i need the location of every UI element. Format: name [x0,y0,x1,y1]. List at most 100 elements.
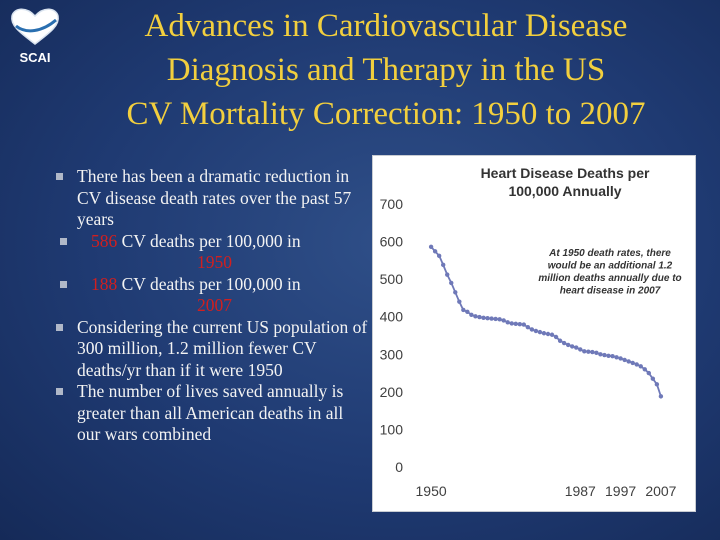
bullet-text: Considering the current US population of… [77,316,368,380]
data-point [481,315,486,321]
bullet-marker-icon [56,323,63,331]
data-point [598,352,603,357]
chart-annotation: At 1950 death rates, there would be an ad… [538,248,681,297]
y-tick-label: 700 [380,196,404,212]
data-point [565,342,571,348]
data-point [501,318,506,323]
annotation-line: At 1950 death rates, there [548,248,671,259]
bullet-marker-icon [60,280,67,288]
highlight-number: 188 [91,273,118,294]
data-point [493,316,498,322]
data-point [453,290,458,295]
data-point [445,272,450,277]
sub-bullet-text: CV deaths per 100,000 in [117,230,301,251]
data-point [473,314,478,319]
data-point [545,331,551,337]
sub-bullet-text: CV deaths per 100,000 in [117,273,301,294]
bullet-item: Considering the current US population of… [56,317,368,382]
highlight-number: 586 [91,230,118,251]
bullet-marker-icon [60,237,67,245]
data-point [509,321,514,326]
data-point [505,320,510,325]
data-point [578,347,583,352]
slide-title: Advances in Cardiovascular Disease Diagn… [60,4,712,136]
title-line-1: Advances in Cardiovascular Disease [144,8,628,44]
sub-bullet-line: 188 CV deaths per 100,000 in [91,274,368,296]
data-point [570,344,575,349]
y-tick-label: 500 [380,271,404,287]
data-point [606,353,611,358]
data-point [513,321,518,327]
data-point [440,262,446,268]
data-point [614,355,619,360]
sub-bullet-item: 586 CV deaths per 100,000 in 1950 [56,231,368,274]
data-point [477,314,482,320]
x-tick-label: 2007 [645,483,676,499]
bullet-text: The number of lives saved annually is gr… [77,381,344,444]
sub-bullet-item: 188 CV deaths per 100,000 in 2007 [56,274,368,317]
highlight-year: 1950 [197,252,232,272]
data-point [533,328,539,334]
data-point [622,357,627,363]
data-point [646,370,652,376]
data-point [618,356,623,361]
data-point [432,249,438,254]
data-point [586,349,591,354]
data-point [658,394,664,399]
data-point [449,280,454,286]
data-point [517,322,522,327]
data-point [650,376,656,381]
y-tick-label: 400 [380,309,404,325]
data-point [497,317,502,322]
data-point [557,338,563,343]
annotation-line: million deaths annually due to [538,273,681,284]
data-point [630,360,635,366]
title-line-2: Diagnosis and Therapy in the US [166,52,606,88]
bullet-marker-icon [56,173,63,180]
data-point [610,353,615,359]
x-tick-label: 1997 [605,483,636,499]
data-point [574,345,579,350]
data-point [594,350,599,355]
data-point [428,244,434,250]
x-tick-label: 1987 [565,483,596,499]
data-point [561,340,567,346]
data-point [529,327,535,332]
data-point [469,312,474,318]
title-line-3: CV Mortality Correction: 1950 to 2007 [126,96,646,132]
highlight-year: 2007 [197,295,232,315]
bullet-item: The number of lives saved annually is gr… [56,381,368,446]
annotation-line: would be an additional 1.2 [548,261,673,272]
data-point [436,253,442,259]
data-point [553,334,559,340]
data-point [485,316,490,321]
annotation-line: heart disease in 2007 [560,286,661,297]
heart-logo-icon [11,8,59,45]
y-tick-label: 0 [395,459,403,475]
data-point [537,329,543,335]
data-point [489,316,494,321]
data-point [549,332,555,337]
chart-title: Heart Disease Deaths per [481,165,650,181]
data-point [582,349,587,354]
data-point [541,331,547,336]
logo-text: SCAI [19,50,50,65]
data-point [642,367,647,372]
data-point [638,364,643,369]
y-tick-label: 200 [380,384,404,400]
chart-title: 100,000 Annually [508,183,621,199]
x-tick-label: 1950 [416,483,447,499]
data-point [465,309,470,315]
data-point [457,299,462,304]
data-point [654,382,660,387]
y-tick-label: 300 [380,346,404,362]
data-point [521,322,527,327]
bullet-list: There has been a dramatic reduction in C… [56,166,368,446]
data-point [525,325,531,330]
chart-panel: Heart Disease Deaths per 100,000 Annually… [372,155,696,512]
bullet-marker-icon [56,388,63,395]
bullet-text: There has been a dramatic reduction in C… [77,166,352,229]
data-point [634,362,639,367]
scai-logo: SCAI [11,8,59,65]
data-point [461,307,466,313]
